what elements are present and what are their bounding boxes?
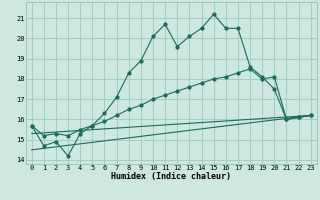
X-axis label: Humidex (Indice chaleur): Humidex (Indice chaleur) xyxy=(111,172,231,181)
